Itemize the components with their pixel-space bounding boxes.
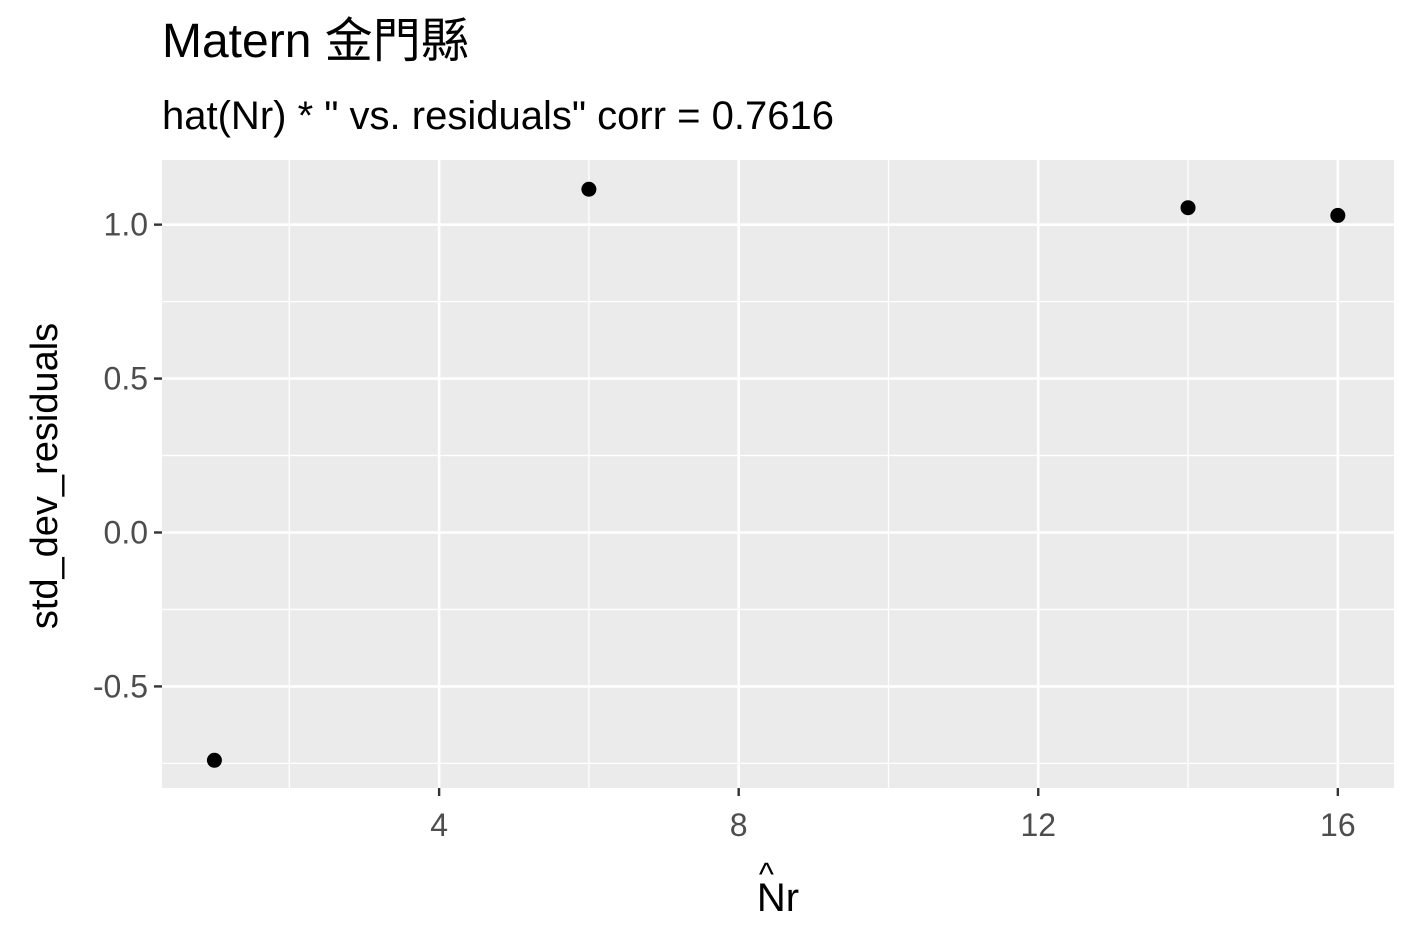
chart-subtitle: hat(Nr) * " vs. residuals" corr = 0.7616 [162, 94, 834, 138]
x-tick-label: 12 [1020, 807, 1056, 843]
plot-panel [162, 160, 1394, 788]
y-tick-label: 0.5 [104, 361, 148, 397]
x-axis-label-text: Nr [756, 876, 800, 920]
y-tick-label: 0.0 [104, 514, 148, 550]
chart-title: Matern 金門縣 [162, 15, 469, 68]
y-tick-label: 1.0 [104, 207, 148, 243]
x-tick-label: 4 [430, 807, 448, 843]
x-axis-label-hat: ^ [758, 856, 774, 892]
x-tick-label: 8 [730, 807, 748, 843]
x-axis-label: ^ Nr [756, 858, 800, 920]
y-tick-label: -0.5 [93, 668, 148, 704]
data-point [1180, 200, 1196, 216]
data-point [581, 181, 597, 197]
data-point [1330, 207, 1346, 223]
data-point [206, 752, 222, 768]
x-tick-label: 16 [1320, 807, 1356, 843]
